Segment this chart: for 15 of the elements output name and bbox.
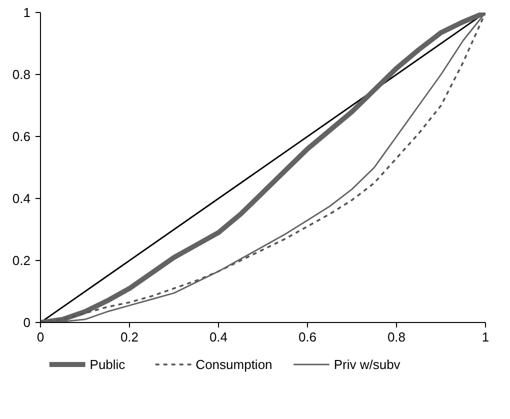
legend-label: Consumption: [196, 357, 272, 372]
y-tick-label: 1: [23, 5, 31, 20]
x-tick-label: 0.6: [298, 330, 317, 344]
y-tick-label: 0.6: [12, 129, 31, 144]
y-tick-label: 0: [23, 315, 31, 330]
x-tick-label: 1: [482, 330, 490, 344]
legend-label: Priv w/subv: [334, 357, 401, 372]
x-tick-label: 0.4: [209, 330, 228, 344]
y-tick-label: 0.2: [12, 253, 31, 268]
y-tick-label: 0.4: [12, 191, 31, 206]
x-tick-label: 0.2: [120, 330, 139, 344]
x-tick-label: 0.8: [387, 330, 406, 344]
x-tick-label: 0: [36, 330, 44, 344]
legend-label: Public: [90, 357, 126, 372]
y-tick-label: 0.8: [12, 67, 31, 82]
